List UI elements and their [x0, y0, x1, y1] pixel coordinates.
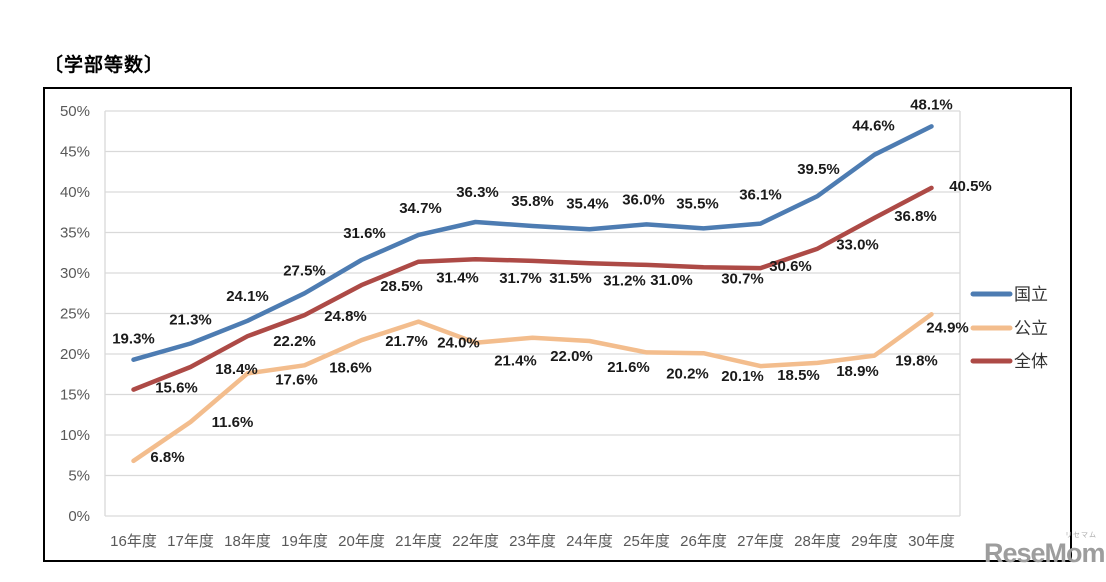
- x-axis-category-label: 29年度: [851, 533, 898, 550]
- data-label: 17.6%: [275, 371, 318, 388]
- data-label: 27.5%: [283, 262, 326, 279]
- data-label: 39.5%: [797, 161, 840, 178]
- data-label: 33.0%: [836, 237, 879, 254]
- y-axis-tick-label: 45%: [60, 144, 90, 161]
- x-axis-category-label: 28年度: [794, 533, 841, 550]
- x-axis-category-label: 21年度: [395, 533, 442, 550]
- x-axis-category-label: 27年度: [737, 533, 784, 550]
- legend-label-0: 国立: [1014, 285, 1048, 304]
- data-label: 22.2%: [273, 333, 316, 350]
- data-label: 40.5%: [949, 178, 992, 195]
- y-axis-tick-label: 30%: [60, 265, 90, 282]
- data-label: 20.2%: [666, 365, 709, 382]
- data-label: 22.0%: [550, 348, 593, 365]
- data-label: 35.5%: [676, 195, 719, 212]
- data-label: 24.0%: [437, 335, 480, 352]
- data-label: 24.1%: [226, 288, 269, 305]
- x-axis-category-label: 19年度: [281, 533, 328, 550]
- y-axis-tick-label: 15%: [60, 387, 90, 404]
- data-label: 36.3%: [456, 184, 499, 201]
- series-line-2: [131, 185, 934, 392]
- x-axis-category-label: 20年度: [338, 533, 385, 550]
- data-label: 36.0%: [622, 191, 665, 208]
- series-line-0: [131, 124, 934, 362]
- y-axis-tick-label: 40%: [60, 184, 90, 201]
- x-axis-category-label: 25年度: [623, 533, 670, 550]
- x-axis-category-label: 23年度: [509, 533, 556, 550]
- watermark-dot: .: [1105, 538, 1106, 568]
- data-label: 19.8%: [895, 353, 938, 370]
- legend-label-1: 公立: [1014, 319, 1048, 338]
- x-axis-category-label: 22年度: [452, 533, 499, 550]
- y-axis-tick-label: 10%: [60, 427, 90, 444]
- data-label: 31.7%: [499, 270, 542, 287]
- data-label: 31.4%: [436, 270, 479, 287]
- data-label: 21.6%: [607, 359, 650, 376]
- data-label: 48.1%: [910, 96, 953, 113]
- data-label: 30.7%: [721, 270, 764, 287]
- chart-frame: [43, 87, 1072, 562]
- data-label: 21.7%: [385, 333, 428, 350]
- data-label: 31.0%: [650, 272, 693, 289]
- data-label: 21.3%: [169, 311, 212, 328]
- data-label: 36.8%: [894, 208, 937, 225]
- data-label: 11.6%: [212, 414, 254, 431]
- data-label: 34.7%: [399, 200, 442, 217]
- data-label: 36.1%: [739, 187, 782, 204]
- data-label: 24.8%: [324, 308, 367, 325]
- data-label: 18.5%: [777, 367, 820, 384]
- x-axis-category-label: 24年度: [566, 533, 613, 550]
- x-axis-category-label: 30年度: [908, 533, 955, 550]
- data-label: 19.3%: [112, 331, 155, 348]
- y-axis-tick-label: 20%: [60, 346, 90, 363]
- data-label: 20.1%: [721, 368, 764, 385]
- data-label: 18.9%: [836, 363, 879, 380]
- data-label: 31.2%: [603, 272, 646, 289]
- data-label: 24.9%: [926, 319, 969, 336]
- watermark-small-text: リセマム: [1065, 532, 1098, 539]
- data-label: 6.8%: [150, 449, 184, 466]
- x-axis-category-label: 18年度: [224, 533, 271, 550]
- series-line-1: [131, 312, 934, 464]
- data-label: 30.6%: [769, 258, 812, 275]
- x-axis-category-label: 16年度: [110, 533, 157, 550]
- y-axis-tick-label: 5%: [68, 468, 90, 485]
- page-title: 〔学部等数〕: [44, 55, 165, 76]
- data-label: 31.5%: [549, 270, 592, 287]
- data-label: 35.4%: [566, 195, 609, 212]
- y-axis-tick-label: 25%: [60, 306, 90, 323]
- resemom-watermark: ReseMom. リセマム: [984, 532, 1106, 568]
- data-label: 35.8%: [511, 193, 554, 210]
- y-axis-tick-label: 50%: [60, 103, 90, 120]
- data-label: 28.5%: [380, 278, 423, 295]
- watermark-text: ReseMom: [984, 538, 1106, 568]
- data-label: 31.6%: [343, 225, 386, 242]
- data-label: 15.6%: [155, 380, 198, 397]
- y-axis-tick-label: 35%: [60, 225, 90, 242]
- data-label: 21.4%: [494, 353, 537, 370]
- data-label: 18.6%: [329, 359, 372, 376]
- x-axis-category-label: 17年度: [167, 533, 214, 550]
- data-label: 44.6%: [852, 118, 895, 135]
- y-axis-tick-label: 0%: [68, 508, 90, 525]
- data-label: 18.4%: [215, 361, 258, 378]
- x-axis-category-label: 26年度: [680, 533, 727, 550]
- legend-label-2: 全体: [1014, 352, 1048, 371]
